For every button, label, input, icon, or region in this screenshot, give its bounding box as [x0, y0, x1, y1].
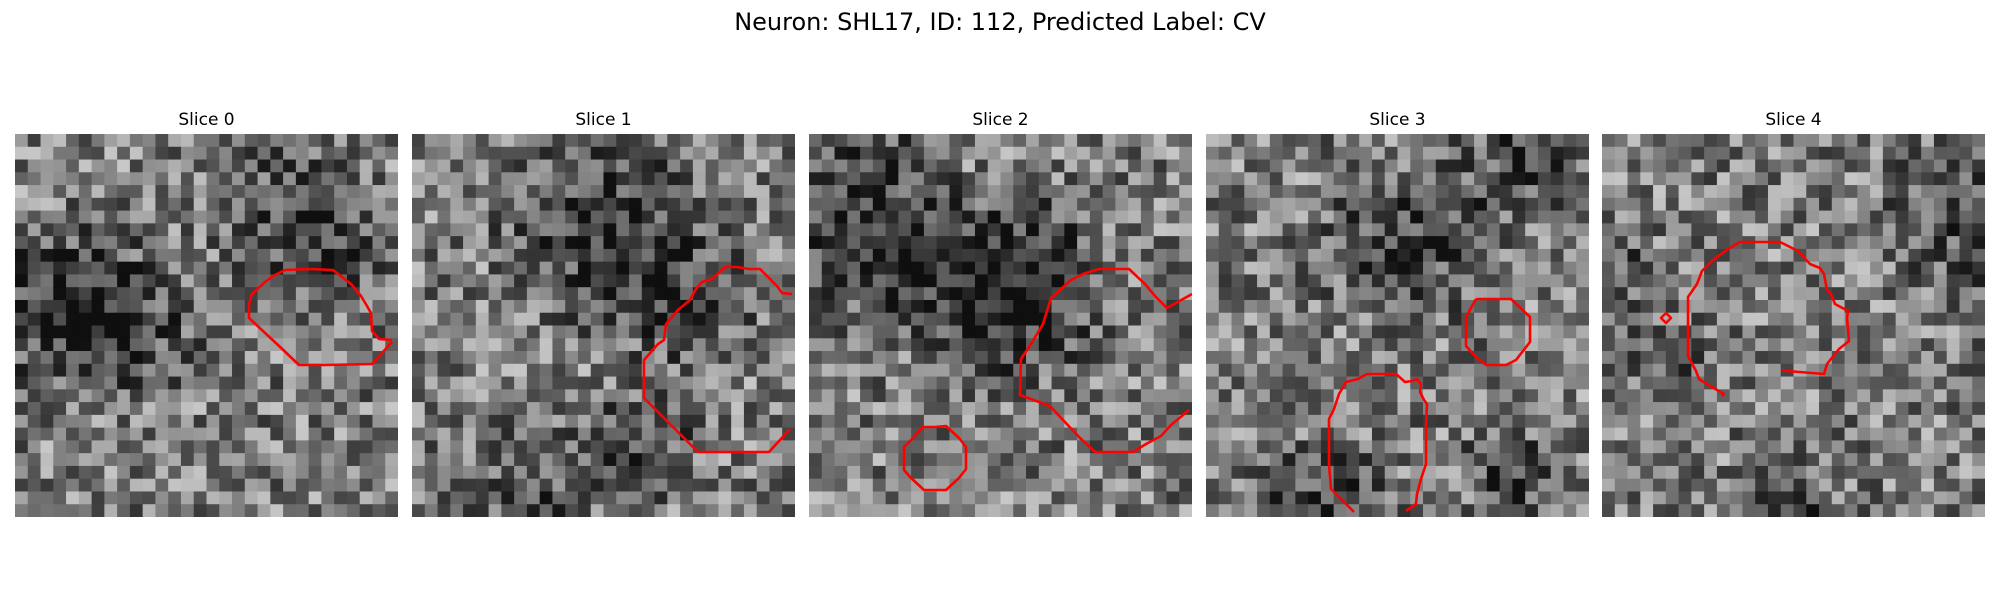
roi-contour-1 [642, 265, 793, 454]
slice-title-3: Slice 3 [1369, 110, 1426, 130]
roi-contour-2a [1018, 267, 1192, 454]
slice-image-3 [1206, 134, 1589, 517]
pixel-grid-2 [809, 134, 1192, 517]
pixel-grid-4 [1602, 134, 1985, 517]
slice-title-2: Slice 2 [972, 110, 1029, 130]
slice-panel-1: Slice 1 [412, 107, 795, 521]
roi-contour-4b [1659, 312, 1673, 325]
roi-contour-2b [902, 424, 968, 492]
roi-contour-0 [247, 267, 393, 367]
slice-panel-3: Slice 3 [1206, 107, 1589, 521]
roi-contour-3b [1464, 297, 1532, 367]
figure-title: Neuron: SHL17, ID: 112, Predicted Label:… [734, 8, 1266, 36]
roi-contour-4a [1686, 240, 1851, 397]
slice-panel-0: Slice 0 [15, 107, 398, 521]
roi-contour-3a [1327, 372, 1429, 513]
slice-panel-4: Slice 4 [1602, 107, 1985, 521]
slice-title-0: Slice 0 [178, 110, 235, 130]
slice-title-4: Slice 4 [1765, 110, 1822, 130]
slice-image-2 [809, 134, 1192, 517]
pixel-grid-0 [15, 134, 398, 517]
pixel-grid-1 [412, 134, 795, 517]
slice-image-1 [412, 134, 795, 517]
slice-title-1: Slice 1 [575, 110, 632, 130]
slice-panel-2: Slice 2 [809, 107, 1192, 521]
slice-image-0 [15, 134, 398, 517]
pixel-grid-3 [1206, 134, 1589, 517]
slice-image-4 [1602, 134, 1985, 517]
